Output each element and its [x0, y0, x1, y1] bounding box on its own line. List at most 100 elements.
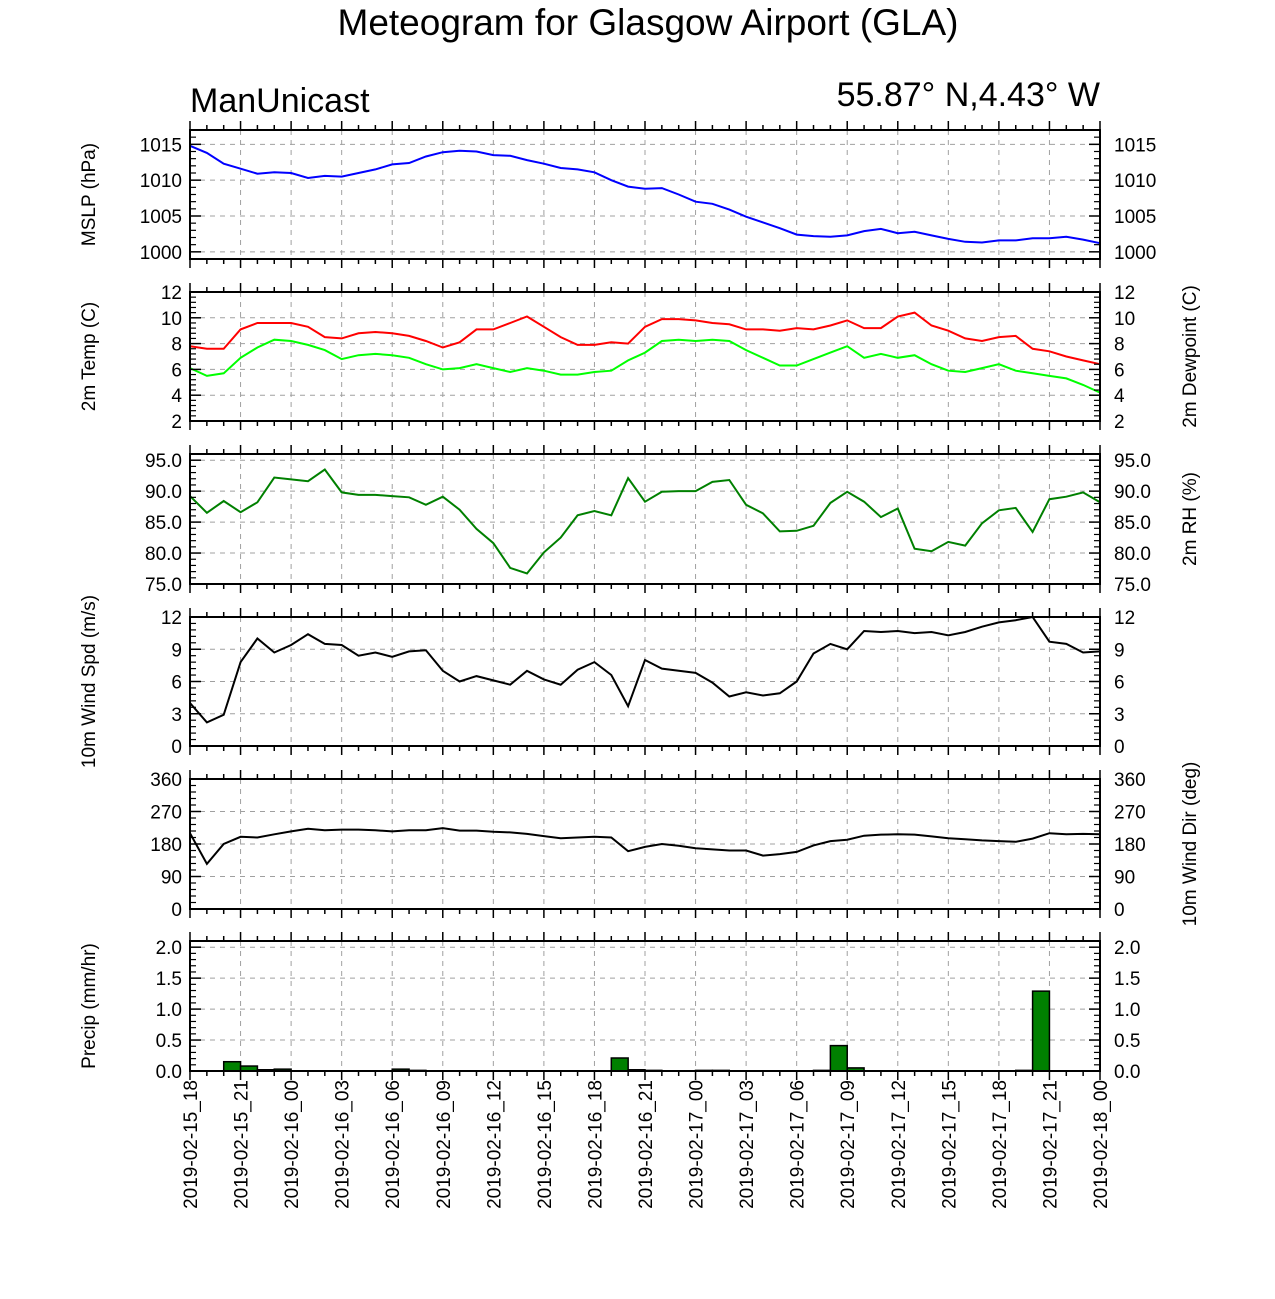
- wind-dir-y-tick-label-left: 90: [161, 868, 182, 889]
- temp-y-tick-label-right: 8: [1114, 335, 1125, 356]
- precip-y-tick-label-right: 0.0: [1114, 1062, 1140, 1083]
- precip-panel: 0.0 0.0 0.5 0.5 1.0 1.0 1.5 1.5 2.0 2.0 Precip (mm…: [79, 932, 1140, 1083]
- precip-y-tick-label-left: 1.5: [156, 969, 182, 990]
- x-tick-label: 2019-02-16_09: [434, 1080, 455, 1209]
- x-tick-label: 2019-02-16_15: [535, 1080, 556, 1209]
- model-name: ManUnicast: [190, 82, 370, 120]
- wind-dir-y-tick-label-right: 0: [1114, 900, 1125, 921]
- mslp-y-tick-label-right: 1005: [1114, 207, 1156, 228]
- x-tick-label: 2019-02-17_15: [939, 1080, 960, 1209]
- x-tick-label: 2019-02-17_03: [737, 1080, 758, 1209]
- x-tick-label: 2019-02-17_09: [838, 1080, 859, 1209]
- precip-y-tick-label-left: 0.5: [156, 1031, 182, 1052]
- wind-dir-line-0: [189, 827, 1101, 866]
- temp-y-tick-label-right: 6: [1114, 360, 1125, 381]
- wind-dir-y-tick-label-left: 0: [171, 900, 182, 921]
- temp-y-tick-label-left: 8: [171, 335, 182, 356]
- rh-y-tick-label-right: 80.0: [1114, 544, 1151, 565]
- mslp-y-axis-title-left: MSLP (hPa): [79, 143, 100, 246]
- temp-y-tick-label-left: 4: [171, 386, 182, 407]
- station-location: 55.87° N,4.43° W: [837, 76, 1100, 114]
- mslp-y-tick-label-left: 1010: [140, 171, 182, 192]
- wind-speed-y-tick-label-right: 6: [1114, 673, 1125, 694]
- rh-y-tick-label-left: 90.0: [145, 482, 182, 503]
- temp-y-tick-label-left: 10: [161, 309, 182, 330]
- temp-line-0: [189, 311, 1101, 366]
- temp-y-axis-title-right: 2m Dewpoint (C): [1180, 285, 1201, 428]
- x-tick-label: 2019-02-16_12: [484, 1080, 505, 1209]
- x-tick-label: 2019-02-16_21: [636, 1080, 657, 1209]
- wind-speed-panel: 0 0 3 3 6 6 9 9 12 12 10m Wind Spd (m/s): [79, 595, 1135, 768]
- x-tick-label: 2019-02-17_06: [788, 1080, 809, 1209]
- precip-y-tick-label-right: 2.0: [1114, 938, 1140, 959]
- precip-y-tick-label-right: 1.0: [1114, 1000, 1140, 1021]
- wind-dir-y-tick-label-left: 360: [150, 770, 182, 791]
- precip-bar: [1031, 990, 1051, 1072]
- rh-y-tick-label-left: 95.0: [145, 451, 182, 472]
- mslp-panel: 1000 1000 1005 1005 1010 1010 1015 1015 MSLP (hP…: [79, 121, 1156, 268]
- x-tick-label: 2019-02-16_03: [333, 1080, 354, 1209]
- wind-dir-y-tick-label-right: 270: [1114, 803, 1146, 824]
- wind-dir-y-tick-label-left: 270: [150, 803, 182, 824]
- rh-y-tick-label-right: 75.0: [1114, 575, 1151, 596]
- precip-bar: [610, 1057, 629, 1072]
- wind-speed-y-tick-label-left: 6: [171, 673, 182, 694]
- wind-speed-y-tick-label-right: 9: [1114, 640, 1125, 661]
- temp-y-axis-title-left: 2m Temp (C): [79, 302, 100, 411]
- x-tick-label: 2019-02-16_18: [585, 1080, 606, 1209]
- temp-y-tick-label-right: 12: [1114, 283, 1135, 304]
- wind-dir-panel: 0 0 90 90 180 180 270 270 360 360 10m Wind Dir (de…: [150, 762, 1201, 927]
- wind-dir-y-axis-title-right: 10m Wind Dir (deg): [1180, 762, 1201, 927]
- temp-y-tick-label-left: 6: [171, 360, 182, 381]
- rh-y-tick-label-right: 95.0: [1114, 451, 1151, 472]
- wind-speed-y-tick-label-right: 3: [1114, 705, 1125, 726]
- rh-panel: 75.0 75.0 80.0 80.0 85.0 85.0 90.0 90.0 95.0 95.0…: [145, 445, 1201, 596]
- temp-y-tick-label-left: 2: [171, 412, 182, 433]
- x-tick-label: 2019-02-17_21: [1040, 1080, 1061, 1209]
- wind-dir-y-tick-label-right: 360: [1114, 770, 1146, 791]
- wind-speed-y-tick-label-right: 12: [1114, 608, 1135, 629]
- wind-speed-y-tick-label-left: 3: [171, 705, 182, 726]
- wind-speed-y-tick-label-right: 0: [1114, 737, 1125, 758]
- temp-y-tick-label-left: 12: [161, 283, 182, 304]
- x-tick-label: 2019-02-17_18: [990, 1080, 1011, 1209]
- mslp-y-tick-label-left: 1015: [140, 135, 182, 156]
- x-tick-label: 2019-02-15_18: [181, 1080, 202, 1209]
- mslp-line-0: [189, 144, 1101, 245]
- x-tick-label: 2019-02-18_00: [1091, 1080, 1112, 1209]
- temp-y-tick-label-right: 10: [1114, 309, 1135, 330]
- precip-y-tick-label-left: 2.0: [156, 938, 182, 959]
- chart-title: Meteogram for Glasgow Airport (GLA): [338, 2, 959, 43]
- x-tick-label: 2019-02-16_00: [282, 1080, 303, 1209]
- rh-y-tick-label-right: 90.0: [1114, 482, 1151, 503]
- temp-y-tick-label-right: 4: [1114, 386, 1125, 407]
- precip-y-axis-title-left: Precip (mm/hr): [79, 943, 100, 1069]
- rh-y-axis-title-right: 2m RH (%): [1180, 472, 1201, 566]
- temp-y-tick-label-right: 2: [1114, 412, 1125, 433]
- x-axis: 2019-02-15_18 2019-02-15_21 2019-02-16_00 2…: [181, 1080, 1112, 1209]
- wind-dir-y-tick-label-right: 90: [1114, 868, 1135, 889]
- x-tick-label: 2019-02-17_12: [889, 1080, 910, 1209]
- wind-dir-y-tick-label-right: 180: [1114, 835, 1146, 856]
- precip-y-tick-label-left: 0.0: [156, 1062, 182, 1083]
- precip-y-tick-label-right: 1.5: [1114, 969, 1140, 990]
- wind-speed-y-tick-label-left: 12: [161, 608, 182, 629]
- temp-panel: 2 2 4 4 6 6 8 8 10 10 12 12 2m Temp (C) 2m Dewpoint (…: [79, 283, 1201, 433]
- x-tick-label: 2019-02-17_00: [687, 1080, 708, 1209]
- precip-bar: [222, 1060, 242, 1072]
- wind-speed-y-tick-label-left: 0: [171, 737, 182, 758]
- precip-bar: [829, 1044, 848, 1072]
- wind-speed-line-0: [189, 615, 1101, 724]
- wind-speed-y-tick-label-left: 9: [171, 640, 182, 661]
- x-tick-label: 2019-02-16_06: [383, 1080, 404, 1209]
- mslp-y-tick-label-left: 1000: [140, 243, 182, 264]
- mslp-y-tick-label-right: 1015: [1114, 135, 1156, 156]
- temp-line-1: [189, 338, 1101, 394]
- rh-y-tick-label-left: 75.0: [145, 575, 182, 596]
- rh-y-tick-label-left: 80.0: [145, 544, 182, 565]
- rh-y-tick-label-left: 85.0: [145, 513, 182, 534]
- mslp-y-tick-label-right: 1010: [1114, 171, 1156, 192]
- wind-speed-y-axis-title-left: 10m Wind Spd (m/s): [79, 595, 100, 768]
